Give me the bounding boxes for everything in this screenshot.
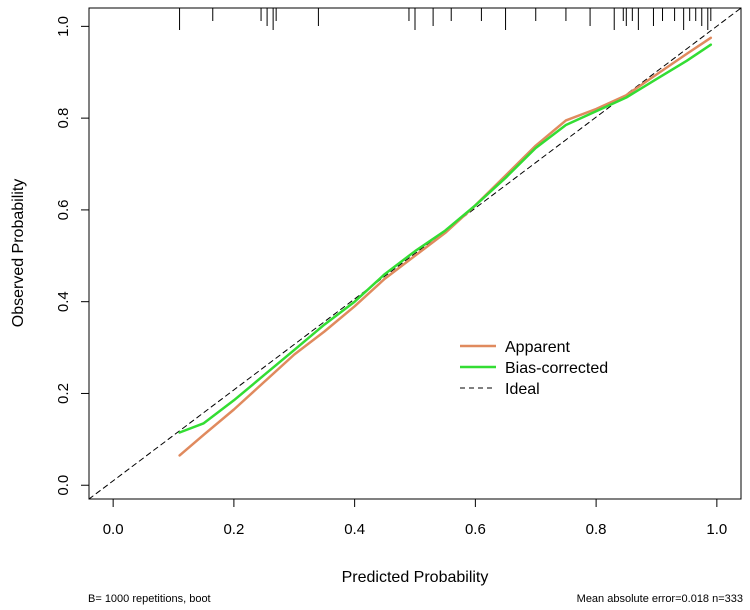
x-tick-label: 0.2 bbox=[223, 521, 244, 538]
y-tick-label: 0.8 bbox=[55, 108, 72, 129]
y-tick-label: 0.6 bbox=[55, 199, 72, 220]
x-axis-title: Predicted Probability bbox=[342, 569, 489, 586]
x-tick-label: 0.6 bbox=[465, 521, 486, 538]
y-tick-label: 0.0 bbox=[55, 475, 72, 496]
legend-label-ideal: Ideal bbox=[505, 381, 540, 398]
rug-marks bbox=[179, 8, 712, 30]
series-line-apparent bbox=[178, 36, 713, 457]
legend-label-apparent: Apparent bbox=[505, 339, 570, 356]
legend-label-bias-corrected: Bias-corrected bbox=[505, 360, 608, 377]
legend: Apparent Bias-corrected Ideal bbox=[460, 339, 608, 398]
x-tick-label: 0.8 bbox=[586, 521, 607, 538]
series-line-ideal bbox=[88, 7, 742, 500]
x-tick-label: 0.0 bbox=[103, 521, 124, 538]
series-lines bbox=[88, 7, 742, 500]
y-tick-label: 0.2 bbox=[55, 383, 72, 404]
y-axis: 0.0 0.2 0.4 0.6 0.8 1.0 bbox=[55, 16, 89, 496]
footer-left-note: B= 1000 repetitions, boot bbox=[88, 593, 211, 605]
x-tick-label: 0.4 bbox=[344, 521, 365, 538]
x-tick-label: 1.0 bbox=[706, 521, 727, 538]
y-tick-label: 0.4 bbox=[55, 291, 72, 312]
y-axis-title: Observed Probability bbox=[10, 179, 27, 328]
footer-right-note: Mean absolute error=0.018 n=333 bbox=[577, 593, 743, 605]
y-tick-label: 1.0 bbox=[55, 16, 72, 37]
x-axis: 0.0 0.2 0.4 0.6 0.8 1.0 bbox=[103, 499, 727, 538]
series-line-bias-corrected bbox=[178, 43, 713, 434]
